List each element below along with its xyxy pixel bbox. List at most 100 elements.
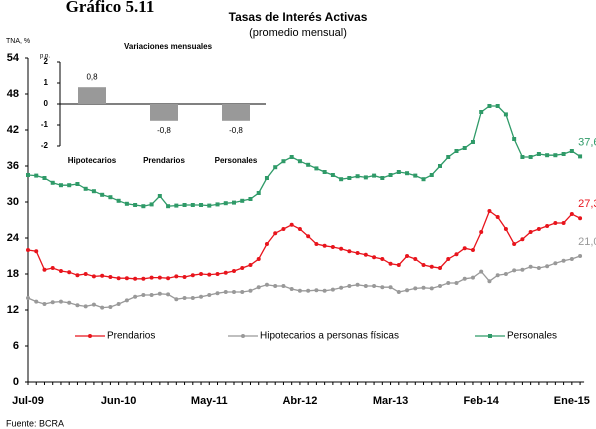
marker	[462, 246, 467, 251]
marker	[306, 234, 311, 239]
marker	[470, 140, 475, 144]
marker	[223, 201, 228, 206]
y-tick-label: 54	[7, 52, 20, 64]
marker	[157, 194, 162, 198]
marker	[545, 153, 550, 158]
marker	[561, 258, 566, 263]
inset-bar	[78, 87, 106, 104]
marker	[380, 285, 385, 290]
marker	[149, 293, 154, 297]
marker	[34, 249, 39, 254]
y-tick-label: 24	[7, 232, 20, 244]
marker	[67, 300, 72, 305]
marker	[520, 237, 525, 242]
marker	[75, 273, 80, 278]
marker	[495, 104, 500, 108]
marker	[380, 257, 385, 261]
marker	[166, 204, 171, 209]
marker	[281, 227, 286, 231]
marker	[174, 203, 179, 208]
marker	[520, 267, 525, 272]
y-tick-label: 36	[7, 160, 19, 172]
source: Fuente: BCRA	[6, 418, 64, 428]
marker	[553, 221, 558, 225]
marker	[50, 266, 55, 270]
marker	[322, 288, 327, 293]
marker	[116, 302, 121, 306]
marker	[503, 112, 508, 117]
marker	[495, 215, 500, 219]
marker	[355, 174, 360, 179]
marker	[42, 302, 47, 306]
marker	[91, 189, 96, 194]
marker	[141, 204, 146, 209]
inset-value-label: -0,8	[229, 126, 243, 135]
marker	[108, 305, 113, 309]
marker	[512, 268, 517, 273]
marker	[149, 275, 154, 280]
x-tick-label: Jul-09	[12, 395, 44, 407]
marker	[289, 155, 294, 159]
marker	[405, 171, 410, 176]
marker	[372, 255, 377, 260]
inset-bar	[222, 104, 250, 121]
y-tick-label: 12	[7, 304, 19, 316]
marker	[273, 165, 278, 170]
marker	[141, 293, 146, 297]
marker	[479, 230, 484, 234]
marker	[207, 293, 212, 297]
marker	[396, 263, 401, 267]
marker	[248, 263, 253, 267]
inset-category-label: Personales	[215, 156, 258, 165]
marker	[50, 300, 55, 305]
marker	[512, 137, 517, 141]
marker	[207, 272, 212, 277]
x-tick-label: May-11	[191, 395, 228, 407]
inset-y-tick-label: 2	[44, 57, 49, 66]
marker	[182, 203, 187, 207]
marker	[528, 230, 533, 234]
marker	[297, 227, 302, 231]
marker	[91, 302, 96, 307]
inset-y-tick-label: 1	[44, 78, 49, 87]
marker	[470, 275, 475, 280]
marker	[487, 279, 492, 284]
marker	[124, 298, 129, 303]
marker	[199, 272, 204, 276]
marker	[232, 290, 236, 294]
marker	[264, 176, 269, 180]
inset-category-label: Hipotecarios	[68, 156, 117, 165]
marker	[215, 291, 220, 296]
marker	[108, 195, 113, 200]
marker	[306, 288, 311, 293]
marker	[256, 285, 261, 290]
marker	[215, 272, 220, 276]
marker	[330, 287, 335, 292]
marker	[495, 273, 500, 278]
marker	[240, 290, 245, 294]
marker	[215, 202, 220, 207]
marker	[355, 282, 360, 287]
marker	[42, 176, 47, 180]
x-tick-label: Ene-15	[554, 395, 590, 407]
marker	[561, 152, 566, 156]
marker	[273, 231, 278, 236]
marker	[446, 257, 451, 261]
marker	[264, 282, 269, 287]
marker	[223, 290, 228, 294]
end-label: 21,0	[578, 236, 596, 248]
marker	[503, 272, 508, 276]
legend-marker	[488, 334, 492, 338]
marker	[462, 276, 467, 281]
marker	[462, 146, 467, 150]
marker	[174, 274, 179, 279]
inset-category-label: Prendarios	[143, 156, 185, 165]
marker	[207, 203, 212, 208]
marker	[26, 296, 30, 300]
marker	[141, 276, 146, 281]
marker	[454, 149, 459, 153]
marker	[528, 155, 533, 159]
marker	[487, 104, 492, 108]
marker	[133, 276, 138, 281]
end-label: 37,6	[578, 136, 596, 148]
